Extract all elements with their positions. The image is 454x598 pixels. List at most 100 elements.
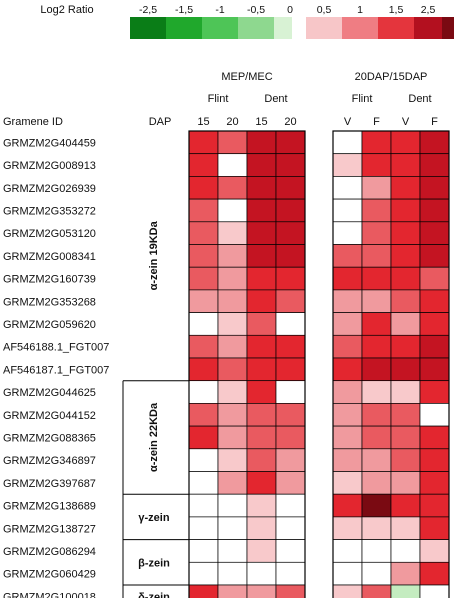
- heatmap-cell: [275, 334, 306, 359]
- heatmap-cell: [217, 448, 248, 472]
- heatmap-cell: [419, 493, 450, 518]
- heatmap-cell: [390, 516, 421, 540]
- heatmap-cell: [188, 153, 219, 177]
- heatmap-cell: [361, 561, 392, 586]
- heatmap-cell: [188, 312, 219, 336]
- heatmap-cell: [419, 266, 450, 291]
- heatmap-cell: [217, 471, 248, 495]
- heatmap-cell: [390, 425, 421, 450]
- heatmap-cell: [275, 584, 306, 598]
- heatmap-cell: [419, 176, 450, 200]
- heatmap-cell: [361, 312, 392, 336]
- group-label: Dent: [264, 93, 287, 105]
- heatmap-cell: [332, 198, 363, 223]
- heatmap-cell: [275, 493, 306, 518]
- heatmap-cell: [217, 221, 248, 245]
- heatmap-cell: [275, 289, 306, 313]
- heatmap-cell: [275, 357, 306, 382]
- heatmap-cell: [217, 516, 248, 540]
- row-label: GRMZM2G404459: [3, 137, 96, 149]
- heatmap-cell: [419, 403, 450, 427]
- heatmap-cell: [332, 312, 363, 336]
- legend-swatch: [414, 17, 442, 39]
- legend-swatch: [238, 17, 274, 39]
- heatmap-cell: [390, 448, 421, 472]
- heatmap-cell: [246, 448, 277, 472]
- heatmap-cell: [390, 380, 421, 404]
- heatmap-cell: [246, 130, 277, 155]
- heatmap-cell: [419, 380, 450, 404]
- heatmap-cell: [419, 244, 450, 268]
- heatmap-cell: [188, 176, 219, 200]
- heatmap-cell: [275, 244, 306, 268]
- heatmap-cell: [332, 425, 363, 450]
- heatmap-cell: [361, 130, 392, 155]
- family-label: γ-zein: [138, 512, 169, 524]
- heatmap-cell: [332, 380, 363, 404]
- column-label: 20: [226, 116, 238, 128]
- heatmap-cell: [275, 380, 306, 404]
- heatmap-cell: [390, 584, 421, 598]
- heatmap-cell: [217, 153, 248, 177]
- heatmap-cell: [188, 403, 219, 427]
- heatmap-cell: [361, 289, 392, 313]
- legend-title: Log2 Ratio: [40, 4, 93, 16]
- legend-label: 0: [287, 4, 293, 16]
- heatmap-cell: [390, 198, 421, 223]
- heatmap-cell: [390, 539, 421, 563]
- heatmap-cell: [390, 561, 421, 586]
- heatmap-cell: [390, 334, 421, 359]
- heatmap-cell: [246, 425, 277, 450]
- legend-swatch: [130, 17, 166, 39]
- heatmap-cell: [217, 493, 248, 518]
- legend-label: -2,5: [139, 4, 157, 16]
- heatmap-cell: [390, 289, 421, 313]
- heatmap-cell: [217, 176, 248, 200]
- heatmap-cell: [419, 539, 450, 563]
- heatmap-cell: [419, 153, 450, 177]
- heatmap-cell: [246, 403, 277, 427]
- heatmap-cell: [246, 539, 277, 563]
- heatmap-cell: [246, 198, 277, 223]
- heatmap-cell: [332, 153, 363, 177]
- heatmap-cell: [246, 471, 277, 495]
- heatmap-cell: [188, 539, 219, 563]
- row-label: GRMZM2G053120: [3, 228, 96, 240]
- heatmap-cell: [361, 198, 392, 223]
- row-header: Gramene ID: [3, 116, 63, 128]
- heatmap-cell: [188, 425, 219, 450]
- heatmap-cell: [217, 266, 248, 291]
- heatmap-cell: [361, 357, 392, 382]
- heatmap-cell: [332, 561, 363, 586]
- heatmap-cell: [188, 289, 219, 313]
- heatmap-cell: [419, 448, 450, 472]
- heatmap-cell: [275, 403, 306, 427]
- legend-swatch: [274, 17, 292, 39]
- heatmap-cell: [332, 403, 363, 427]
- heatmap-cell: [361, 493, 392, 518]
- row-label: GRMZM2G100018: [3, 591, 96, 598]
- heatmap-cell: [246, 176, 277, 200]
- heatmap-cell: [332, 244, 363, 268]
- heatmap-cell: [390, 403, 421, 427]
- row-label: GRMZM2G138689: [3, 501, 96, 513]
- heatmap-cell: [419, 312, 450, 336]
- heatmap-cell: [188, 221, 219, 245]
- heatmap-cell: [390, 176, 421, 200]
- heatmap-cell: [419, 198, 450, 223]
- row-label: GRMZM2G044152: [3, 410, 96, 422]
- heatmap-cell: [217, 425, 248, 450]
- legend-swatch: [306, 17, 342, 39]
- group-label: Flint: [352, 93, 373, 105]
- heatmap-cell: [332, 289, 363, 313]
- row-label: GRMZM2G060429: [3, 569, 96, 581]
- heatmap-cell: [361, 221, 392, 245]
- heatmap-cell: [246, 516, 277, 540]
- column-label: V: [402, 116, 410, 128]
- heatmap-cell: [332, 176, 363, 200]
- heatmap-cell: [361, 153, 392, 177]
- heatmap-cell: [332, 334, 363, 359]
- row-label: GRMZM2G088365: [3, 432, 96, 444]
- row-label: GRMZM2G353268: [3, 296, 96, 308]
- heatmap-cell: [188, 493, 219, 518]
